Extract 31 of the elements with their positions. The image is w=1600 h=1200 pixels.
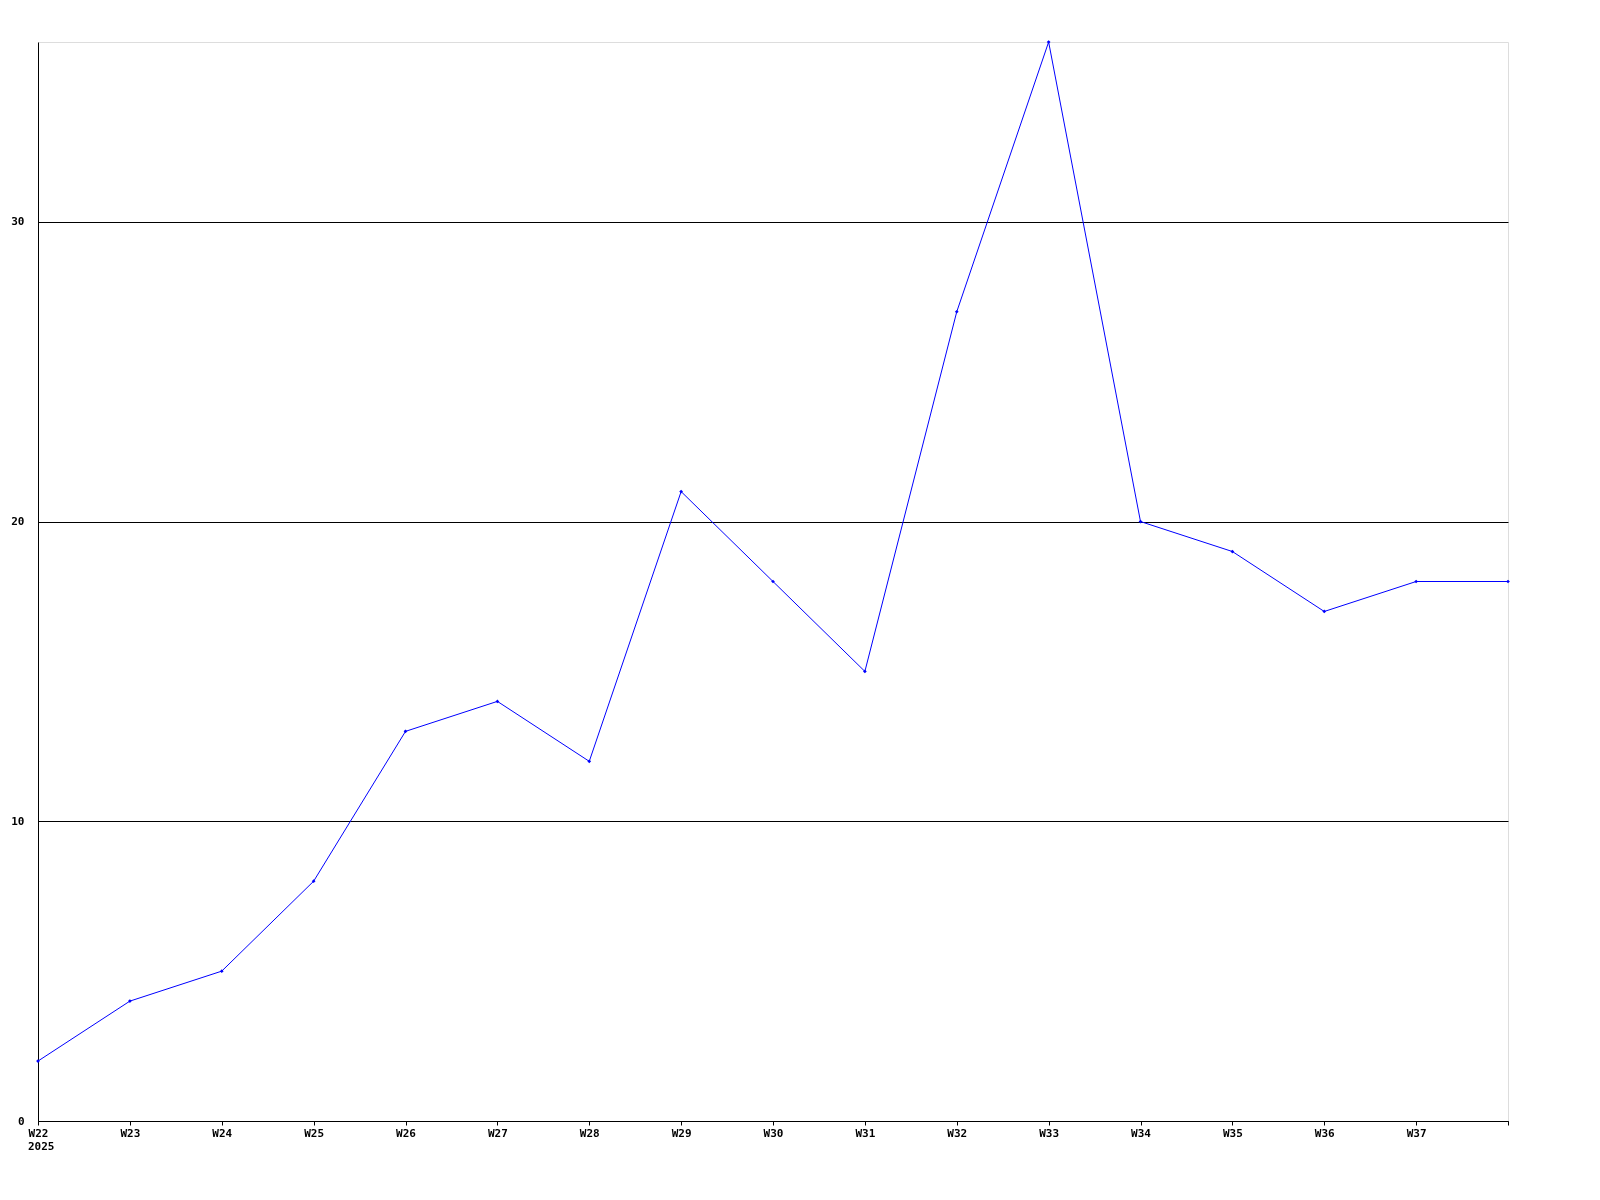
point (403, 729, 408, 734)
x-tick-label: W35 (1222, 1126, 1243, 1140)
y-tick-label: 0 (17, 1114, 25, 1128)
x-tick-label: W26 (396, 1126, 417, 1140)
x-tick-label: W30 (763, 1126, 784, 1140)
point (1046, 40, 1051, 44)
x-tick-label: W37 (1406, 1126, 1427, 1140)
x-tick-label: W29 (671, 1126, 692, 1140)
x-tick-label: W25 (304, 1126, 325, 1140)
x-tick-label: W24 (212, 1126, 233, 1140)
x-tick-label: W27 (487, 1126, 508, 1140)
point (771, 579, 775, 584)
x-tick-label: W36 (1314, 1126, 1336, 1140)
point (863, 669, 867, 674)
point (1414, 579, 1418, 584)
x-tick-label: W34 (1131, 1126, 1152, 1140)
point (1506, 579, 1510, 584)
x-tick-label: W31 (855, 1126, 876, 1140)
y-tick-label: 30 (11, 215, 25, 229)
point (1322, 609, 1327, 614)
x-tick-label: W32 (947, 1126, 968, 1140)
y-tick-label: 20 (11, 515, 25, 529)
x-tick-label: W33 (1039, 1126, 1060, 1140)
x-tick-label: W22 (28, 1126, 49, 1140)
point (679, 489, 683, 494)
y-tick-label: 10 (11, 814, 25, 828)
x-tick-label: W23 (120, 1126, 141, 1140)
point (219, 969, 224, 974)
x-tick-label: W28 (579, 1126, 600, 1140)
point (311, 879, 316, 884)
text: 2025 (28, 1140, 55, 1153)
